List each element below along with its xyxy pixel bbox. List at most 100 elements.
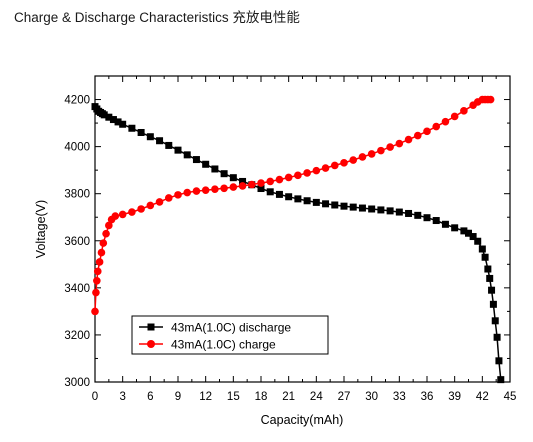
data-point <box>165 141 173 149</box>
y-tick-label: 3200 <box>64 330 90 342</box>
y-tick-label: 3800 <box>64 189 90 201</box>
page-title: Charge & Discharge Characteristics 充放电性能 <box>14 10 300 25</box>
data-point <box>183 188 192 197</box>
x-tick-label: 27 <box>338 391 351 403</box>
data-point <box>386 143 394 151</box>
data-point <box>192 187 201 195</box>
data-point <box>220 170 228 178</box>
x-tick-label: 6 <box>147 391 153 403</box>
data-point <box>137 205 145 213</box>
legend-label: 43mA(1.0C) charge <box>171 338 276 352</box>
data-point <box>137 128 145 136</box>
data-point <box>367 150 376 158</box>
data-point <box>183 151 191 159</box>
data-point <box>377 206 385 214</box>
legend-marker <box>147 323 155 331</box>
legend-box <box>131 315 329 355</box>
x-tick-label: 42 <box>476 391 489 403</box>
x-axis-label: Capacity(mAh) <box>261 413 344 427</box>
data-point <box>119 120 127 128</box>
data-point <box>497 376 505 384</box>
data-point <box>377 146 385 155</box>
data-point <box>404 135 413 144</box>
data-point <box>460 227 468 235</box>
data-point <box>423 127 431 136</box>
data-point <box>247 180 256 189</box>
data-point <box>423 214 431 222</box>
data-point <box>109 116 117 124</box>
data-point <box>312 166 321 175</box>
data-point <box>266 188 274 196</box>
x-tick-label: 3 <box>119 391 125 403</box>
data-point <box>92 288 100 297</box>
data-point <box>395 208 403 216</box>
data-point <box>155 198 164 206</box>
data-point <box>358 204 366 212</box>
x-tick-label: 18 <box>255 391 268 403</box>
data-point <box>414 211 422 219</box>
data-point <box>91 307 99 316</box>
data-point <box>486 95 495 104</box>
data-point <box>294 195 302 203</box>
y-axis-label: Voltage(V) <box>34 200 48 258</box>
data-point <box>105 113 113 121</box>
data-point <box>229 174 237 182</box>
legend-label: 43mA(1.0C) discharge <box>171 321 291 335</box>
data-point <box>156 137 164 145</box>
data-point <box>395 139 404 148</box>
series-2 <box>91 95 495 316</box>
data-point <box>220 184 228 193</box>
data-point <box>491 317 499 325</box>
data-point <box>257 185 265 193</box>
y-tick-label: 3600 <box>64 236 90 248</box>
data-point <box>303 197 311 205</box>
x-tick-label: 24 <box>310 391 323 403</box>
data-point <box>474 237 482 245</box>
data-point <box>229 183 238 191</box>
data-point <box>102 229 110 238</box>
data-point <box>405 209 413 217</box>
data-point <box>495 357 503 365</box>
data-point <box>312 198 320 206</box>
x-axis-ticks: 0 3 6 9 12 15 18 21 24 27 30 33 36 39 42 45 <box>92 76 516 403</box>
y-tick-label: 3000 <box>64 377 90 389</box>
data-point <box>128 124 136 132</box>
data-point <box>114 118 122 126</box>
data-point <box>488 286 496 294</box>
data-point <box>294 171 302 180</box>
data-point <box>202 160 210 168</box>
data-point <box>478 245 486 253</box>
data-point <box>493 333 501 341</box>
legend-marker <box>147 340 155 348</box>
data-point <box>275 190 283 198</box>
data-point <box>266 177 275 186</box>
data-point <box>349 203 357 211</box>
x-tick-label: 9 <box>175 391 181 403</box>
data-point <box>93 267 102 276</box>
data-point <box>285 193 293 201</box>
data-point <box>322 200 330 208</box>
data-point <box>451 224 459 232</box>
x-tick-label: 39 <box>448 391 461 403</box>
data-point <box>192 156 200 164</box>
data-point <box>484 265 492 273</box>
data-point <box>432 217 440 225</box>
data-point <box>211 165 219 173</box>
data-point <box>164 194 173 202</box>
y-tick-label: 4000 <box>64 142 90 154</box>
data-point <box>340 202 348 210</box>
data-point <box>146 133 154 141</box>
data-point <box>368 205 376 213</box>
data-point <box>469 233 477 241</box>
series-line <box>94 98 491 312</box>
data-point <box>358 153 367 161</box>
x-tick-label: 33 <box>393 391 406 403</box>
data-point <box>275 175 284 184</box>
data-point <box>432 122 441 131</box>
data-point <box>284 173 293 182</box>
series-1 <box>91 103 505 384</box>
data-point <box>413 131 422 140</box>
x-tick-label: 15 <box>227 391 240 403</box>
data-point <box>174 191 182 199</box>
data-point <box>211 185 219 194</box>
